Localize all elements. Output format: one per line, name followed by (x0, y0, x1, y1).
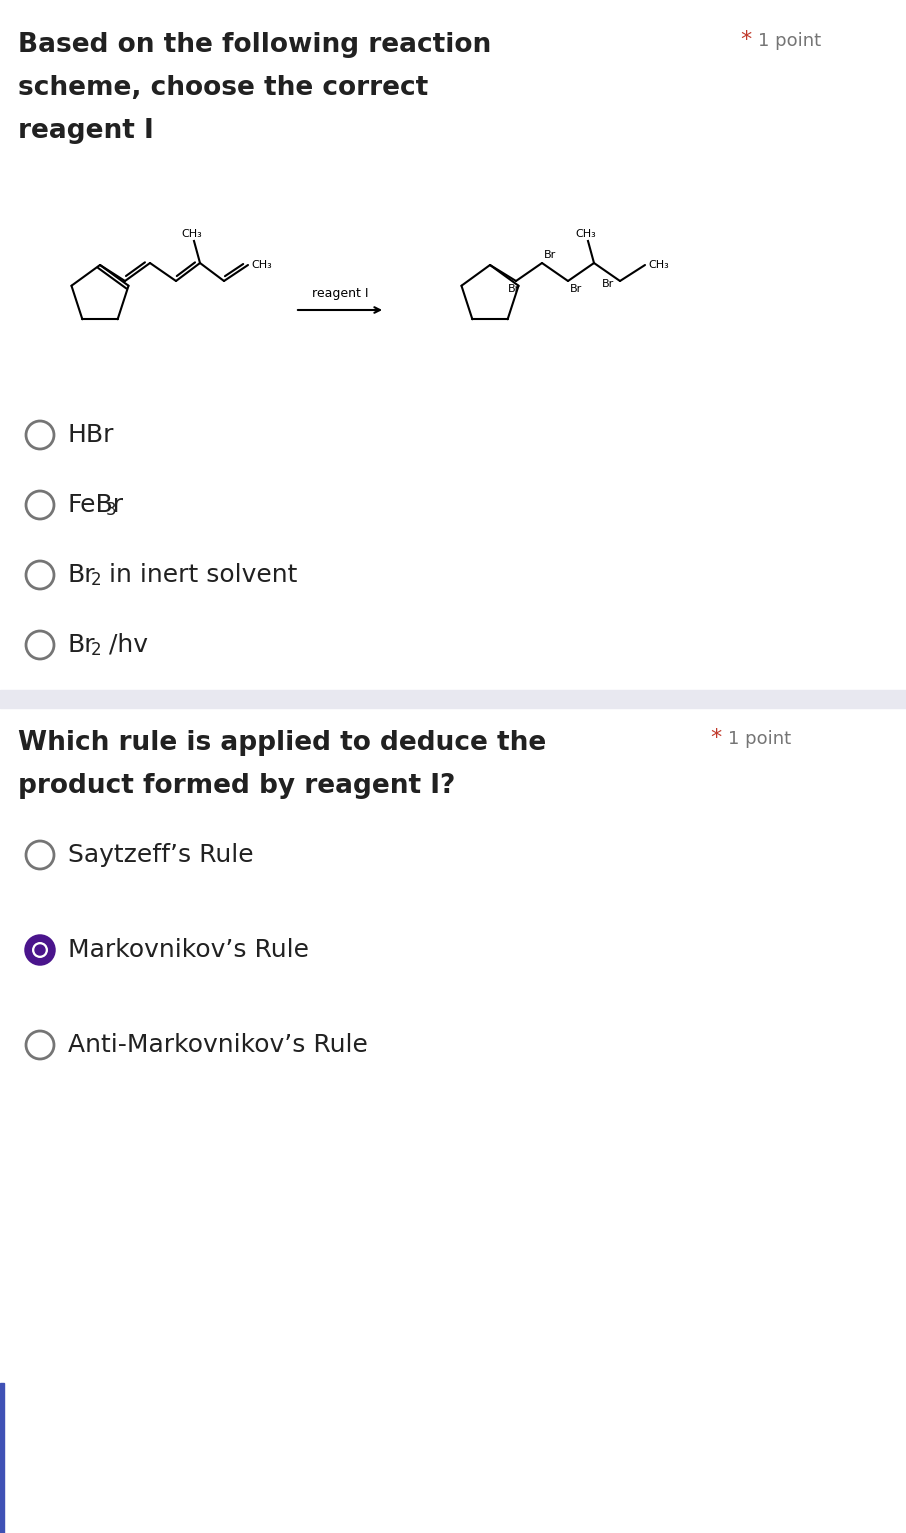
Text: Br: Br (570, 284, 583, 294)
Text: 3: 3 (106, 501, 117, 520)
Text: product formed by reagent I?: product formed by reagent I? (18, 773, 456, 799)
Text: Saytzeff’s Rule: Saytzeff’s Rule (68, 843, 254, 868)
Text: CH₃: CH₃ (251, 261, 272, 270)
Text: *: * (710, 728, 721, 748)
Text: Anti-Markovnikov’s Rule: Anti-Markovnikov’s Rule (68, 1033, 368, 1056)
Text: 1 point: 1 point (728, 730, 791, 748)
Text: in inert solvent: in inert solvent (101, 563, 297, 587)
Circle shape (26, 937, 54, 964)
Text: HBr: HBr (68, 423, 114, 448)
Text: Based on the following reaction: Based on the following reaction (18, 32, 491, 58)
Text: 2: 2 (91, 641, 101, 659)
Bar (0, 690, 906, 708)
Bar (0, 1383, 4, 1533)
Circle shape (32, 941, 48, 958)
Text: reagent I: reagent I (312, 287, 368, 300)
Text: FeBr: FeBr (68, 494, 124, 517)
Text: Br: Br (508, 284, 520, 294)
Text: Br: Br (68, 633, 96, 658)
Text: Br: Br (544, 250, 556, 261)
Text: Br: Br (602, 279, 614, 290)
Text: *: * (740, 31, 751, 51)
Text: Br: Br (68, 563, 96, 587)
Text: 1 point: 1 point (758, 32, 821, 51)
Text: CH₃: CH₃ (575, 228, 596, 239)
Text: /hv: /hv (101, 633, 148, 658)
Text: Which rule is applied to deduce the: Which rule is applied to deduce the (18, 730, 546, 756)
Text: Markovnikov’s Rule: Markovnikov’s Rule (68, 938, 309, 963)
Text: CH₃: CH₃ (181, 228, 202, 239)
Text: scheme, choose the correct: scheme, choose the correct (18, 75, 429, 101)
Circle shape (35, 944, 45, 955)
Text: reagent I: reagent I (18, 118, 154, 144)
Text: CH₃: CH₃ (648, 261, 669, 270)
Text: 2: 2 (91, 570, 101, 589)
